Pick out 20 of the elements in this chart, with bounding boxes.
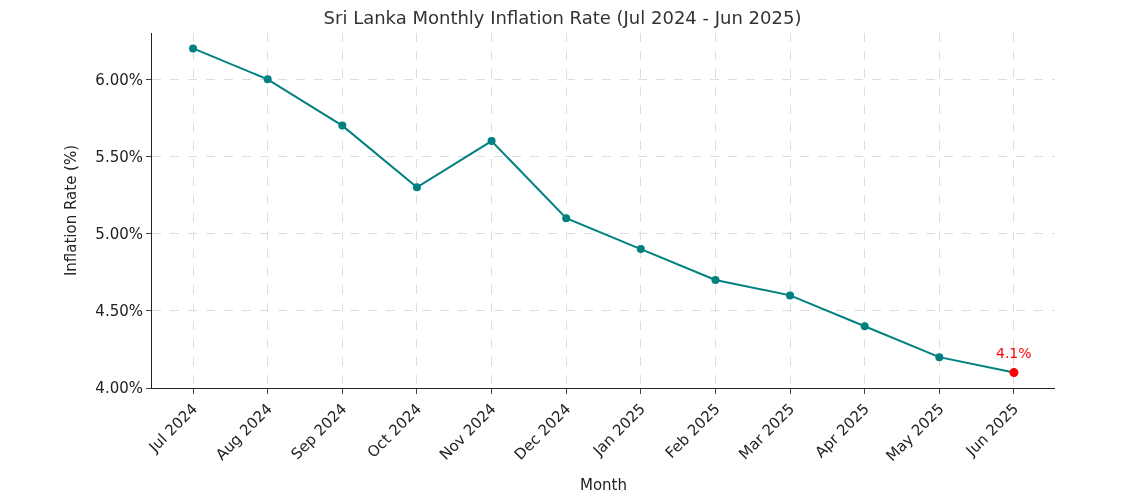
point <box>562 214 571 223</box>
point <box>860 322 869 331</box>
point <box>711 275 720 284</box>
y-tick-label: 5.00% <box>95 224 143 243</box>
annotation: 4.1% <box>996 345 1032 361</box>
y-tick-label: 4.50% <box>95 302 143 321</box>
point <box>636 245 645 254</box>
chart-title: Sri Lanka Monthly Inflation Rate (Jul 2024 - Jun 2025) <box>323 6 802 28</box>
y-tick-label: 6.00% <box>95 70 143 89</box>
y-tick-label: 5.50% <box>95 147 143 166</box>
point <box>935 353 944 362</box>
y-axis-title: Inflation Rate (%) <box>61 144 80 277</box>
point <box>412 183 421 192</box>
x-axis-title: Month <box>579 475 628 494</box>
point <box>786 291 795 300</box>
point <box>189 44 198 53</box>
y-tick-label: 4.00% <box>95 379 143 398</box>
point <box>338 121 347 130</box>
point <box>263 75 272 84</box>
point <box>487 137 496 146</box>
